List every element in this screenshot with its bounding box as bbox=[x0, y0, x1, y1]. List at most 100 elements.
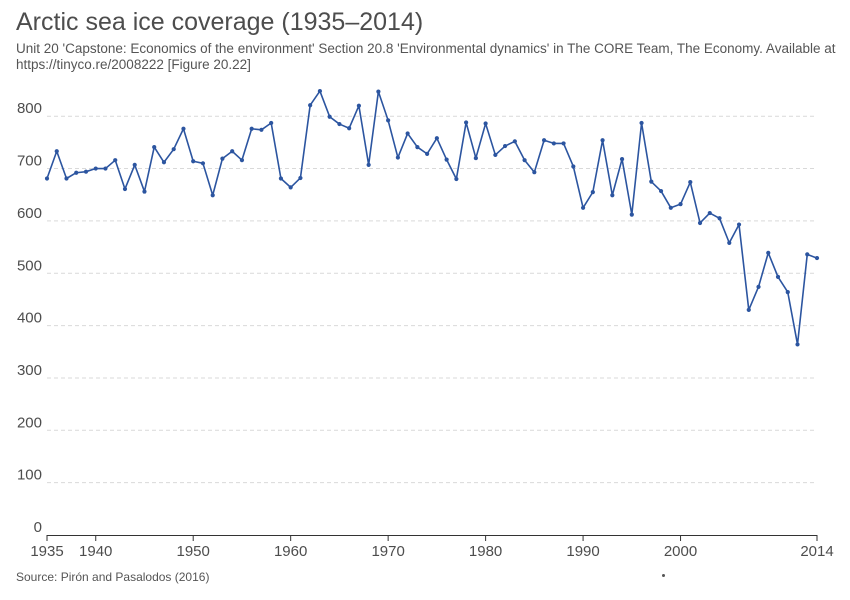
data-point bbox=[347, 126, 352, 131]
chart-title: Arctic sea ice coverage (1935–2014) bbox=[16, 8, 424, 36]
data-point bbox=[74, 170, 79, 175]
y-tick-label: 400 bbox=[17, 310, 42, 327]
data-point bbox=[600, 138, 605, 143]
data-point bbox=[629, 212, 634, 217]
y-tick-label: 700 bbox=[17, 153, 42, 170]
data-point bbox=[454, 176, 459, 182]
data-point bbox=[93, 166, 98, 171]
x-tick-label: 1990 bbox=[566, 543, 599, 560]
data-point bbox=[249, 126, 254, 131]
y-tick-label: 600 bbox=[17, 205, 42, 222]
data-point bbox=[775, 274, 781, 280]
data-point bbox=[220, 156, 225, 161]
data-series bbox=[44, 88, 820, 347]
data-point bbox=[619, 157, 625, 162]
data-point bbox=[795, 342, 800, 347]
x-tick-label: 1970 bbox=[371, 543, 404, 560]
data-point bbox=[532, 170, 537, 175]
data-point bbox=[678, 202, 683, 207]
x-tick-label: 1960 bbox=[274, 543, 307, 560]
data-point bbox=[191, 159, 196, 164]
data-point bbox=[415, 144, 420, 150]
data-point bbox=[317, 88, 323, 94]
data-point bbox=[483, 121, 488, 126]
data-point bbox=[649, 179, 654, 184]
y-tick-label: 800 bbox=[17, 100, 42, 117]
data-point bbox=[327, 114, 332, 119]
data-point bbox=[688, 180, 693, 185]
x-tick-label: 2000 bbox=[664, 543, 697, 560]
data-point bbox=[269, 120, 274, 126]
data-point bbox=[356, 103, 361, 108]
gridlines bbox=[47, 115, 817, 484]
data-point bbox=[259, 127, 264, 132]
data-point bbox=[766, 250, 771, 255]
data-point bbox=[668, 205, 673, 210]
data-point bbox=[113, 158, 118, 163]
data-point bbox=[132, 162, 137, 167]
y-tick-label: 0 bbox=[34, 519, 42, 536]
y-tick-label: 100 bbox=[17, 467, 42, 484]
x-tick-label: 2014 bbox=[800, 543, 833, 560]
data-point bbox=[541, 138, 547, 143]
data-point bbox=[405, 131, 410, 136]
data-point bbox=[103, 166, 108, 171]
data-point bbox=[376, 89, 381, 94]
series-line bbox=[46, 90, 818, 346]
data-point bbox=[551, 141, 556, 146]
data-point bbox=[464, 120, 469, 125]
data-point bbox=[239, 158, 245, 163]
y-tick-label: 200 bbox=[17, 414, 42, 431]
data-point bbox=[83, 169, 89, 174]
data-point bbox=[142, 189, 147, 194]
data-point bbox=[658, 188, 664, 194]
data-point bbox=[308, 103, 313, 108]
data-point bbox=[64, 176, 69, 181]
y-tick-label: 300 bbox=[17, 362, 42, 379]
y-tick-labels: 0 100 200 300 400 500 600 700 800 bbox=[17, 100, 42, 536]
data-point bbox=[288, 185, 293, 190]
data-point bbox=[746, 307, 751, 312]
data-point bbox=[697, 220, 703, 226]
data-point bbox=[366, 162, 371, 167]
chart-subtitle: Unit 20 'Capstone: Economics of the envi… bbox=[16, 41, 836, 72]
data-point bbox=[610, 193, 615, 198]
data-point bbox=[152, 144, 157, 150]
data-point bbox=[161, 160, 167, 165]
data-point bbox=[171, 147, 176, 152]
data-point bbox=[44, 176, 50, 181]
data-point bbox=[580, 205, 586, 210]
data-point bbox=[473, 155, 478, 161]
y-tick-label: 500 bbox=[17, 257, 42, 274]
data-point bbox=[210, 193, 215, 198]
x-tick-label: 1940 bbox=[79, 543, 112, 560]
data-point bbox=[395, 155, 400, 160]
x-tick-label: 1980 bbox=[469, 543, 502, 560]
data-point bbox=[561, 141, 566, 146]
data-point bbox=[590, 190, 595, 195]
data-point bbox=[512, 139, 517, 144]
data-point bbox=[200, 161, 206, 166]
x-tick-label: 1950 bbox=[177, 543, 210, 560]
data-point bbox=[756, 284, 761, 289]
data-point bbox=[444, 157, 449, 162]
data-point bbox=[639, 120, 644, 126]
data-point bbox=[727, 240, 732, 245]
data-point bbox=[337, 121, 342, 127]
data-point bbox=[736, 222, 742, 227]
data-point bbox=[181, 126, 186, 131]
x-axis: 1935 1940 1950 1960 1970 1980 1990 2000 2014 bbox=[30, 535, 834, 560]
x-tick-label: 1935 bbox=[30, 543, 63, 560]
data-point bbox=[785, 290, 790, 295]
data-point bbox=[493, 152, 498, 158]
data-point bbox=[814, 255, 820, 261]
data-point bbox=[54, 149, 59, 154]
data-point bbox=[717, 216, 722, 221]
data-point bbox=[522, 158, 527, 163]
data-point bbox=[230, 149, 235, 154]
data-point bbox=[571, 164, 576, 169]
data-point bbox=[278, 176, 284, 181]
source-note: Source: Pirón and Pasalodos (2016) bbox=[16, 570, 210, 584]
data-point bbox=[298, 175, 303, 181]
